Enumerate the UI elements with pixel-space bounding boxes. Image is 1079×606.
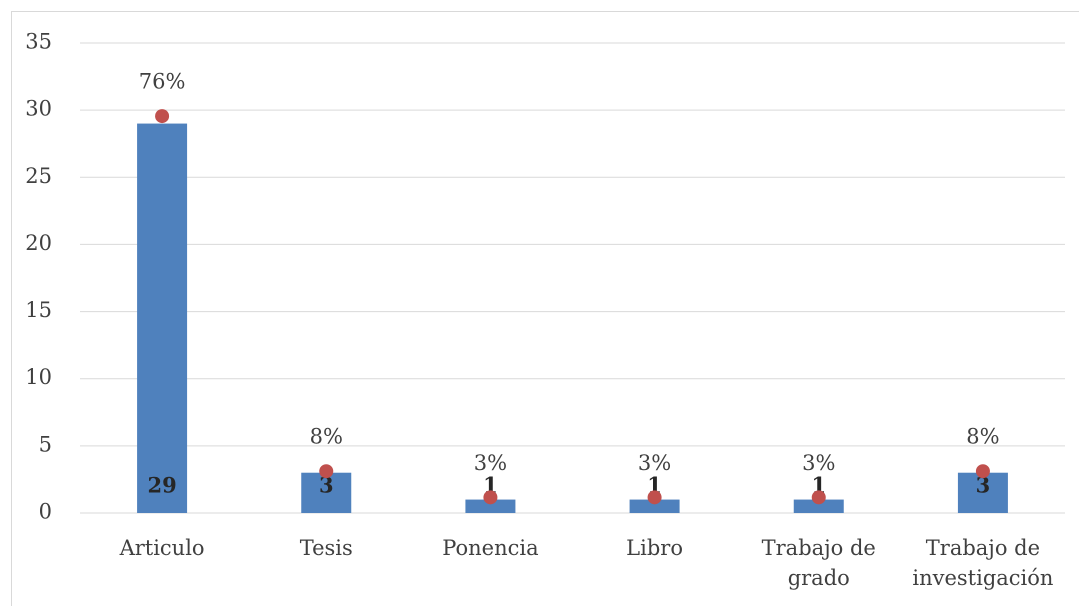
bar-value-label: 3 xyxy=(976,473,991,498)
y-tick-label: 20 xyxy=(25,231,52,255)
bar-value-label: 29 xyxy=(147,473,176,498)
point-value-label: 3% xyxy=(802,451,835,475)
point xyxy=(811,490,826,505)
point xyxy=(319,464,334,479)
x-tick-label: Articulo xyxy=(119,536,205,560)
bar xyxy=(629,499,680,513)
bar-value-label: 1 xyxy=(483,473,498,498)
bar-value-label: 1 xyxy=(811,473,826,498)
x-tick-label: Libro xyxy=(626,536,683,560)
y-tick-label: 30 xyxy=(25,97,52,121)
bar xyxy=(793,499,844,513)
bar-value-label: 3 xyxy=(319,473,334,498)
y-tick-label: 35 xyxy=(25,30,52,54)
y-tick-label: 0 xyxy=(39,500,52,524)
x-tick-label: Trabajo de grado xyxy=(761,536,876,590)
point xyxy=(483,490,498,505)
x-tick-label: Ponencia xyxy=(442,536,539,560)
y-tick-label: 5 xyxy=(39,432,52,456)
x-tick-label: Trabajo de investigación xyxy=(912,536,1054,590)
bar xyxy=(957,472,1008,513)
point-value-label: 3% xyxy=(474,451,507,475)
point-value-label: 3% xyxy=(638,451,671,475)
chart-border xyxy=(11,11,1079,606)
x-tick-label: Tesis xyxy=(299,536,353,560)
point xyxy=(155,109,170,124)
point xyxy=(647,490,662,505)
bar xyxy=(301,472,352,513)
y-tick-label: 15 xyxy=(25,298,52,322)
point xyxy=(975,464,990,479)
bar-value-label: 1 xyxy=(647,473,662,498)
y-tick-label: 25 xyxy=(25,164,52,188)
point-value-label: 8% xyxy=(966,425,999,449)
bar xyxy=(137,123,188,514)
y-tick-label: 10 xyxy=(25,365,52,389)
bar xyxy=(465,499,516,513)
point-value-label: 76% xyxy=(139,70,186,94)
point-value-label: 8% xyxy=(310,425,343,449)
